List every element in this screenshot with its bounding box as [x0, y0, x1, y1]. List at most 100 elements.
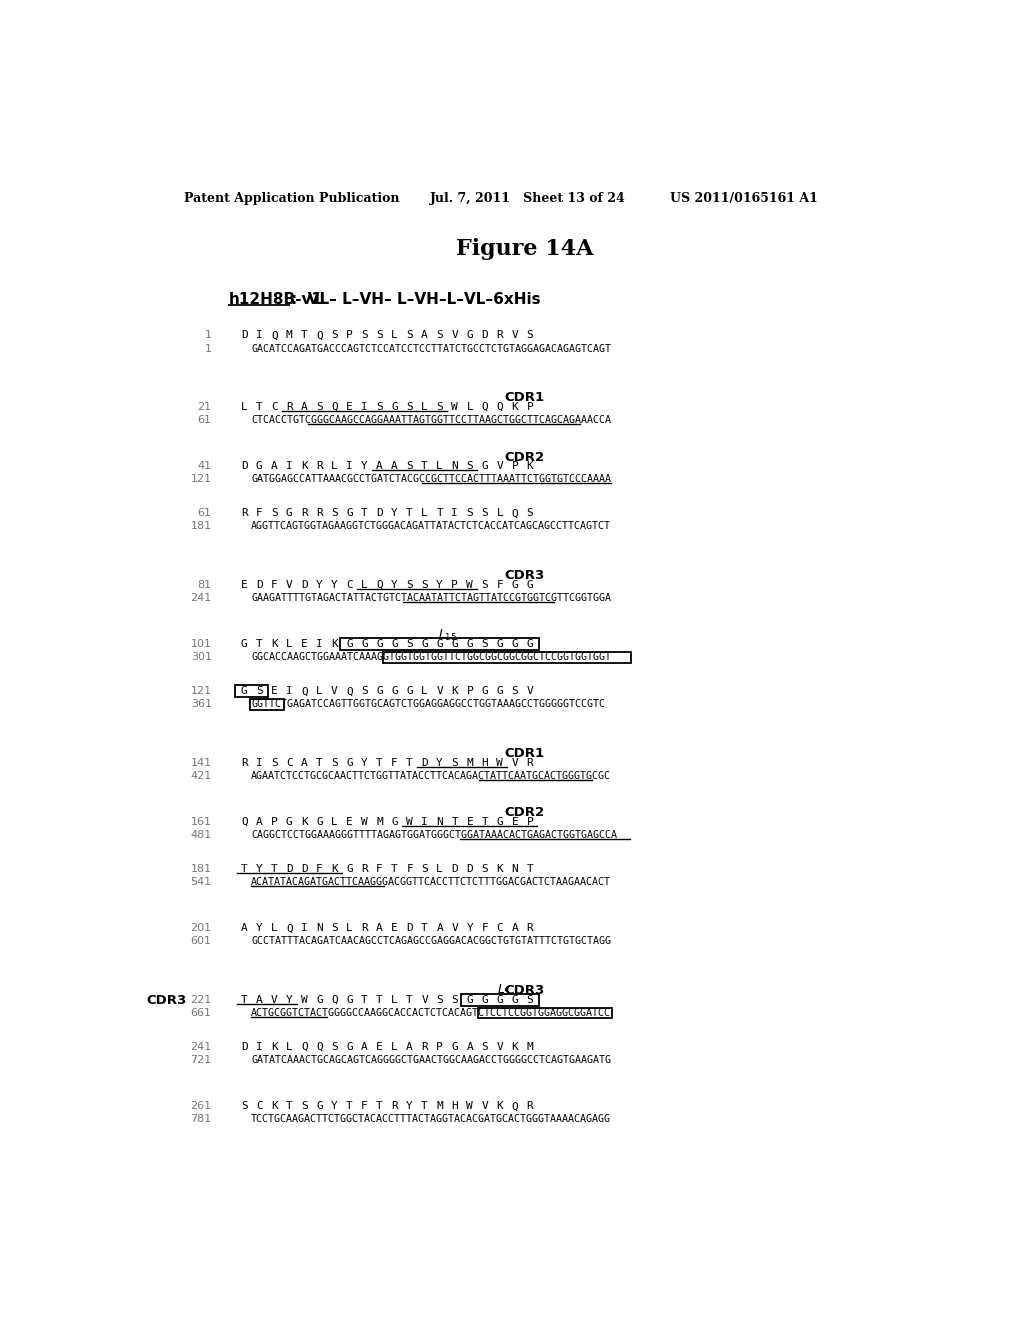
- Text: D: D: [301, 865, 308, 874]
- Text: A: A: [391, 462, 398, 471]
- Text: L: L: [421, 508, 428, 519]
- Text: E: E: [271, 686, 278, 696]
- Text: M: M: [436, 1101, 443, 1111]
- Text: I: I: [421, 817, 428, 828]
- Text: M: M: [376, 817, 383, 828]
- Text: V: V: [497, 1041, 503, 1052]
- Text: Y: Y: [407, 1101, 413, 1111]
- Text: G: G: [497, 639, 503, 649]
- Text: 541: 541: [190, 878, 212, 887]
- Text: N: N: [452, 462, 458, 471]
- Text: E: E: [376, 1041, 383, 1052]
- Text: T: T: [481, 817, 488, 828]
- Text: V: V: [497, 462, 503, 471]
- Text: D: D: [376, 508, 383, 519]
- Text: A: A: [361, 1041, 368, 1052]
- Text: G: G: [452, 639, 458, 649]
- Text: A: A: [407, 1041, 413, 1052]
- Text: S: S: [316, 403, 323, 412]
- Text: S: S: [481, 639, 488, 649]
- Text: S: S: [256, 686, 263, 696]
- Text: P: P: [512, 462, 518, 471]
- Text: T: T: [407, 508, 413, 519]
- Text: S: S: [526, 995, 534, 1005]
- Text: G: G: [452, 1041, 458, 1052]
- Text: G: G: [361, 639, 368, 649]
- Text: Q: Q: [316, 1041, 323, 1052]
- Text: 61: 61: [198, 508, 212, 519]
- Text: E: E: [346, 817, 353, 828]
- Text: I: I: [286, 462, 293, 471]
- Text: L: L: [497, 508, 503, 519]
- Text: Y: Y: [331, 1101, 338, 1111]
- Text: 121: 121: [190, 474, 212, 484]
- Text: S: S: [466, 462, 473, 471]
- Text: R: R: [526, 924, 534, 933]
- Text: h12H8B-v1: h12H8B-v1: [228, 292, 323, 306]
- Text: P: P: [526, 817, 534, 828]
- Text: E: E: [391, 924, 398, 933]
- Text: G: G: [346, 508, 353, 519]
- Text: G: G: [286, 508, 293, 519]
- Text: T: T: [241, 865, 248, 874]
- Text: CDR1: CDR1: [505, 747, 545, 760]
- Text: G: G: [346, 758, 353, 768]
- Text: I: I: [361, 403, 368, 412]
- Text: S: S: [361, 686, 368, 696]
- Text: Q: Q: [316, 330, 323, 341]
- Text: GATGGAGCCATTAAACGCCTGATCTACGCCGCTTCCACTTTAAATTCTGGTGTCCCAAAA: GATGGAGCCATTAAACGCCTGATCTACGCCGCTTCCACTT…: [251, 474, 611, 484]
- Text: I: I: [256, 330, 263, 341]
- Text: G: G: [346, 995, 353, 1005]
- Text: R: R: [361, 865, 368, 874]
- Text: S: S: [407, 462, 413, 471]
- Text: E: E: [512, 817, 518, 828]
- Text: G: G: [376, 639, 383, 649]
- Text: C: C: [346, 579, 353, 590]
- Text: V: V: [481, 1101, 488, 1111]
- Text: S: S: [331, 758, 338, 768]
- Text: G: G: [376, 686, 383, 696]
- Text: S: S: [421, 865, 428, 874]
- Text: Figure 14A: Figure 14A: [456, 239, 594, 260]
- Text: Y: Y: [286, 995, 293, 1005]
- Text: S: S: [436, 995, 443, 1005]
- Text: 361: 361: [190, 700, 212, 709]
- Text: E: E: [301, 639, 308, 649]
- Text: CDR3: CDR3: [146, 994, 187, 1007]
- Text: T: T: [256, 639, 263, 649]
- Text: P: P: [466, 686, 473, 696]
- Text: 41: 41: [198, 462, 212, 471]
- Text: CTCACCTGTCGGGCAAGCCAGGAAATTAGTGGTTCCTTAAGCTGGCTTCAGCAGAAACCA: CTCACCTGTCGGGCAAGCCAGGAAATTAGTGGTTCCTTAA…: [251, 416, 611, 425]
- Text: Q: Q: [271, 330, 278, 341]
- Text: S: S: [481, 865, 488, 874]
- Text: 61: 61: [198, 416, 212, 425]
- Text: H: H: [452, 1101, 458, 1111]
- Text: T: T: [256, 403, 263, 412]
- Text: N: N: [436, 817, 443, 828]
- Text: :  VL– L–VH– L–VH–L–VL–6xHis: : VL– L–VH– L–VH–L–VL–6xHis: [291, 292, 541, 306]
- Text: D: D: [407, 924, 413, 933]
- Text: CDR2: CDR2: [505, 807, 545, 820]
- Text: V: V: [436, 686, 443, 696]
- Text: F: F: [361, 1101, 368, 1111]
- Text: L: L: [316, 686, 323, 696]
- Text: Q: Q: [512, 508, 518, 519]
- Text: F: F: [481, 924, 488, 933]
- Text: P: P: [452, 579, 458, 590]
- Text: G: G: [512, 995, 518, 1005]
- Text: T: T: [421, 462, 428, 471]
- Text: W: W: [301, 995, 308, 1005]
- Text: S: S: [407, 330, 413, 341]
- Text: GCCTATTTACAGATCAACAGCCTCAGAGCCGAGGACACGGCTGTGTATTTCTGTGCTAGG: GCCTATTTACAGATCAACAGCCTCAGAGCCGAGGACACGG…: [251, 936, 611, 946]
- Text: A: A: [256, 995, 263, 1005]
- Text: CDR3: CDR3: [505, 985, 545, 998]
- Text: M: M: [286, 330, 293, 341]
- Text: I: I: [452, 508, 458, 519]
- Text: Y: Y: [316, 579, 323, 590]
- Text: GATATCAAACTGCAGCAGTCAGGGGCTGAACTGGCAAGACCTGGGGCCTCAGTGAAGATG: GATATCAAACTGCAGCAGTCAGGGGCTGAACTGGCAAGAC…: [251, 1055, 611, 1065]
- Text: V: V: [452, 330, 458, 341]
- Text: V: V: [286, 579, 293, 590]
- Text: G: G: [466, 330, 473, 341]
- Text: GGCACCAAGCTGGAAATCAAAGGTGGTGGTGGTTCTGGCGGCGGCGGCTCCGGTGGTGGT: GGCACCAAGCTGGAAATCAAAGGTGGTGGTGGTTCTGGCG…: [251, 652, 611, 663]
- Text: A: A: [376, 462, 383, 471]
